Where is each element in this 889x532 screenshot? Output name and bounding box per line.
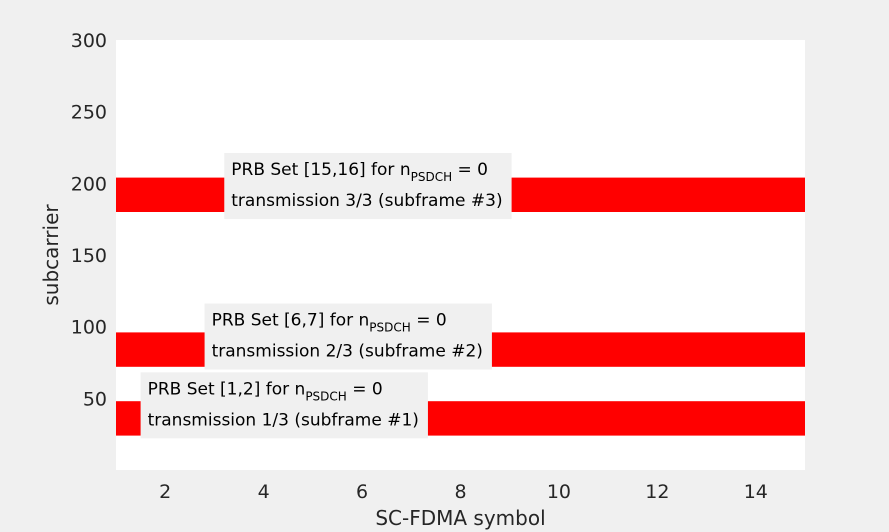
- y-tick-labels: 50 100 150 200 250 300: [71, 30, 107, 410]
- y-tick-label: 50: [83, 388, 107, 410]
- x-tick-label: 8: [454, 481, 466, 503]
- x-tick-label: 10: [547, 481, 571, 503]
- annotation-box: [140, 372, 428, 439]
- annotation-3: PRB Set [15,16] for nPSDCH = 0 transmissi…: [224, 153, 512, 220]
- y-tick-label: 300: [71, 30, 107, 52]
- y-tick-label: 200: [71, 173, 107, 195]
- x-tick-label: 2: [159, 481, 171, 503]
- annotation-line2: transmission 3/3 (subframe #3): [231, 191, 502, 211]
- annotation-line1: PRB Set [1,2] for nPSDCH = 0: [148, 379, 383, 403]
- annotation-line1: PRB Set [6,7] for nPSDCH = 0: [212, 311, 447, 335]
- annotations: PRB Set [1,2] for nPSDCH = 0 transmission…: [140, 153, 512, 439]
- x-tick-labels: 2 4 6 8 10 12 14: [159, 481, 768, 503]
- annotation-1: PRB Set [1,2] for nPSDCH = 0 transmission…: [140, 372, 428, 439]
- annotation-box: [204, 303, 492, 370]
- x-tick-label: 6: [356, 481, 368, 503]
- annotation-line2: transmission 1/3 (subframe #1): [148, 410, 419, 430]
- y-tick-label: 150: [71, 245, 107, 267]
- y-tick-label: 250: [71, 102, 107, 124]
- annotation-2: PRB Set [6,7] for nPSDCH = 0 transmission…: [204, 303, 492, 370]
- annotation-box: [224, 153, 512, 220]
- annotation-line1: PRB Set [15,16] for nPSDCH = 0: [231, 160, 488, 184]
- x-axis-label: SC-FDMA symbol: [375, 506, 545, 530]
- x-tick-label: 14: [744, 481, 768, 503]
- y-tick-label: 100: [71, 317, 107, 339]
- x-tick-label: 4: [258, 481, 270, 503]
- y-axis-label: subcarrier: [39, 204, 63, 306]
- annotation-line2: transmission 2/3 (subframe #2): [212, 342, 483, 362]
- x-tick-label: 12: [645, 481, 669, 503]
